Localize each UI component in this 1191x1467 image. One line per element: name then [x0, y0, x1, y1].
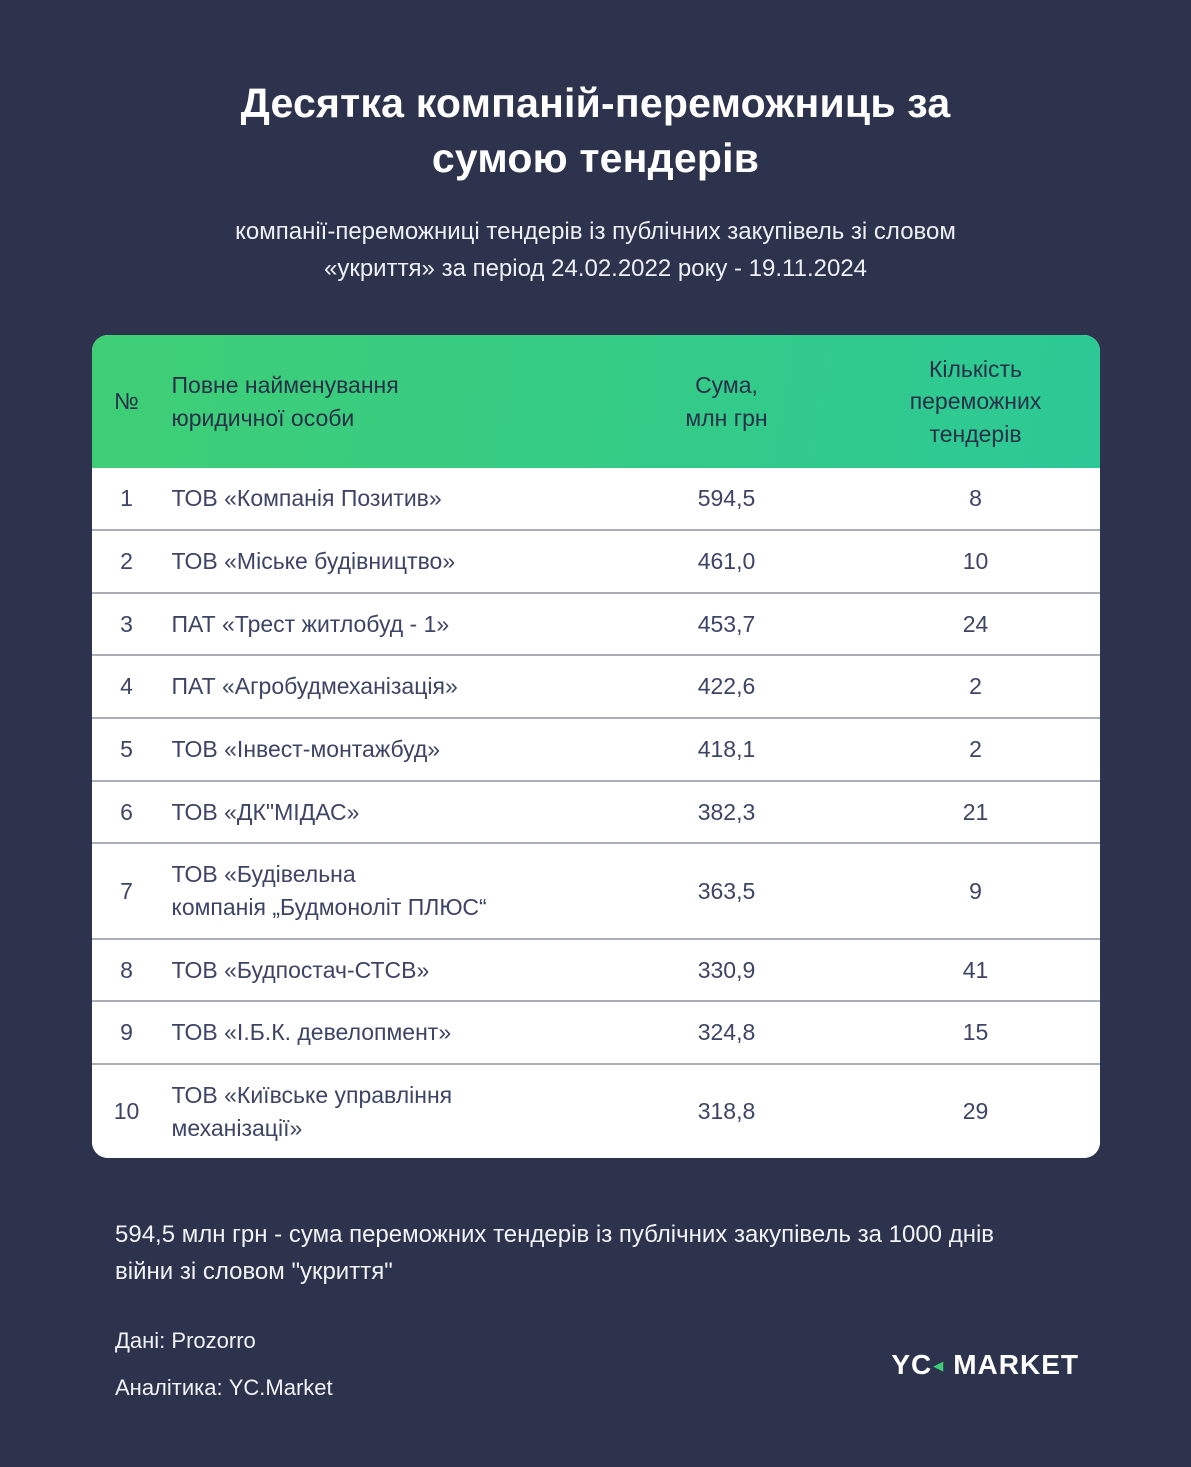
count-cell: 8	[969, 485, 982, 512]
table-row: 5 ТОВ «Інвест-монтажбуд» 418,1 2	[91, 717, 1100, 780]
logo-text-yc: YC	[891, 1348, 933, 1380]
sum-cell: 324,8	[697, 1019, 756, 1046]
name-cell: ТОВ «Будпостач-СТСВ»	[171, 956, 430, 983]
rank-cell: 7	[120, 877, 133, 904]
table-row: 3 ПАТ «Трест житлобуд - 1» 453,7 24	[91, 591, 1100, 655]
table-row: 6 ТОВ «ДК"МІДАС» 382,3 21	[91, 779, 1100, 843]
rank-cell: 1	[120, 485, 133, 512]
rank-cell: 3	[120, 610, 133, 637]
name-cell: ТОВ «Київське управління механізації»	[171, 1081, 453, 1141]
rank-cell: 9	[120, 1019, 133, 1046]
col-header-count: Кількість переможних тендерів	[909, 356, 1042, 447]
table-row: 8 ТОВ «Будпостач-СТСВ» 330,9 41	[91, 937, 1100, 1001]
rank-cell: 4	[120, 673, 133, 700]
count-cell: 24	[962, 610, 989, 637]
count-cell: 10	[962, 548, 989, 575]
col-header-sum: Сума, млн грн	[685, 372, 768, 431]
page-title: Десятка компаній-переможниць за сумою те…	[240, 80, 951, 182]
rank-cell: 10	[113, 1098, 140, 1125]
tenders-table: № Повне найменування юридичної особи Сум…	[91, 335, 1100, 1159]
logo-arrow-icon: ◀	[933, 1357, 945, 1373]
yc-market-logo: YC ◀ MARKET	[891, 1349, 1079, 1381]
count-cell: 41	[962, 956, 989, 983]
name-cell: ТОВ «Компанія Позитив»	[171, 485, 442, 512]
sum-cell: 318,8	[697, 1098, 756, 1125]
page-subtitle: компанії-переможниці тендерів із публічн…	[235, 217, 956, 282]
name-cell: ПАТ «Трест житлобуд - 1»	[171, 610, 450, 637]
table-row: 1 ТОВ «Компанія Позитив» 594,5 8	[91, 468, 1100, 530]
name-cell: ТОВ «Будівельна компанія „Будмоноліт ПЛЮ…	[171, 861, 487, 920]
name-cell: ТОВ «І.Б.К. девелопмент»	[171, 1019, 452, 1046]
rank-cell: 6	[120, 798, 133, 825]
table-row: 10 ТОВ «Київське управління механізації»…	[91, 1062, 1100, 1159]
count-cell: 2	[969, 673, 982, 700]
bottom-bar: Дані: Prozorro Аналітика: YC.Market YC ◀…	[115, 1328, 1079, 1401]
count-cell: 2	[969, 736, 982, 763]
sum-cell: 382,3	[697, 798, 756, 825]
sum-cell: 363,5	[697, 877, 756, 904]
col-header-rank: №	[114, 388, 139, 415]
count-cell: 21	[962, 798, 989, 825]
name-cell: ТОВ «Міське будівництво»	[171, 548, 456, 575]
table-body: 1 ТОВ «Компанія Позитив» 594,5 8 2 ТОВ «…	[91, 468, 1100, 1159]
count-cell: 29	[962, 1098, 989, 1125]
sum-cell: 330,9	[697, 956, 756, 983]
col-header-name: Повне найменування юридичної особи	[171, 372, 399, 431]
count-cell: 9	[969, 877, 982, 904]
table-row: 7 ТОВ «Будівельна компанія „Будмоноліт П…	[91, 842, 1100, 938]
count-cell: 15	[962, 1019, 989, 1046]
credits: Дані: Prozorro Аналітика: YC.Market	[115, 1328, 333, 1401]
name-cell: ПАТ «Агробудмеханізація»	[171, 673, 458, 700]
sum-cell: 461,0	[697, 548, 756, 575]
sum-cell: 453,7	[697, 610, 756, 637]
sum-cell: 594,5	[697, 485, 756, 512]
analytics-credit: Аналітика: YC.Market	[115, 1375, 333, 1400]
rank-cell: 8	[120, 956, 133, 983]
name-cell: ТОВ «Інвест-монтажбуд»	[171, 736, 441, 763]
table-header-row: № Повне найменування юридичної особи Сум…	[91, 335, 1100, 469]
rank-cell: 2	[120, 548, 133, 575]
name-cell: ТОВ «ДК"МІДАС»	[171, 798, 360, 825]
footnote: 594,5 млн грн - сума переможних тендерів…	[115, 1221, 995, 1286]
table-row: 2 ТОВ «Міське будівництво» 461,0 10	[91, 529, 1100, 592]
sum-cell: 422,6	[697, 673, 756, 700]
logo-text-market: MARKET	[953, 1348, 1079, 1380]
table-row: 9 ТОВ «І.Б.К. девелопмент» 324,8 15	[91, 1000, 1100, 1063]
rank-cell: 5	[120, 736, 133, 763]
table-row: 4 ПАТ «Агробудмеханізація» 422,6 2	[91, 654, 1100, 718]
data-source-credit: Дані: Prozorro	[115, 1328, 256, 1353]
sum-cell: 418,1	[697, 736, 756, 763]
